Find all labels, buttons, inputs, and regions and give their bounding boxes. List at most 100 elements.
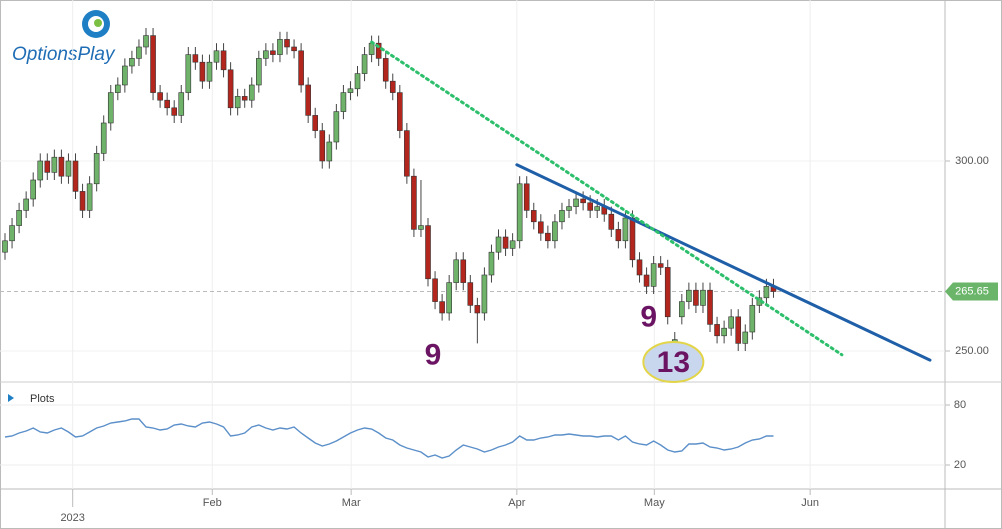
candle-body: [509, 240, 516, 249]
candle-body: [298, 50, 304, 86]
candle-body: [79, 191, 86, 211]
candle-body: [51, 156, 58, 173]
candle-body: [354, 73, 361, 90]
candle-body: [256, 58, 262, 86]
candle-body: [488, 251, 495, 276]
candle-body: [481, 274, 488, 314]
candle-body: [643, 274, 650, 287]
candle-body: [587, 202, 593, 211]
candle-body: [65, 160, 72, 177]
panel-label: Plots: [30, 393, 55, 405]
annotation-circle: [642, 341, 705, 384]
candle-body: [340, 92, 347, 112]
candle-body: [418, 225, 424, 230]
last-price-label: 265.65: [955, 285, 989, 297]
candle-body: [368, 42, 375, 55]
candle-body: [44, 160, 51, 173]
logo-text: OptionsPlay: [12, 44, 116, 65]
y-tick-label: 250.00: [955, 345, 989, 357]
candle-body: [122, 65, 128, 86]
y-tick-label: 300.00: [955, 155, 989, 167]
candle-body: [404, 130, 410, 177]
candle-body: [150, 35, 156, 93]
candle-body: [516, 183, 523, 242]
candle-body: [615, 229, 622, 242]
candle-body: [86, 183, 93, 211]
x-tick-label: Apr: [508, 497, 525, 509]
candle-body: [742, 331, 749, 344]
candle-body: [93, 153, 100, 185]
candle-body: [227, 69, 234, 109]
candle-body: [700, 289, 706, 306]
candle-body: [749, 305, 756, 333]
candle-body: [397, 92, 403, 131]
candle-body: [347, 88, 354, 93]
candle-body: [143, 35, 149, 48]
candle-body: [650, 263, 657, 287]
candle-body: [72, 160, 79, 192]
last-price-tag: [945, 282, 998, 301]
candle-body: [291, 46, 297, 52]
candle-body: [686, 289, 692, 302]
candle-body: [460, 259, 467, 283]
candle-body: [284, 39, 290, 48]
logo: OptionsPlay: [12, 10, 116, 65]
candle-body: [523, 183, 530, 211]
candle-body: [220, 50, 227, 71]
candle-body: [270, 50, 276, 55]
candle-body: [707, 289, 713, 325]
candle-body: [100, 122, 107, 154]
logo-icon-dot: [94, 19, 102, 27]
candle-body: [206, 61, 213, 82]
candle-body: [432, 278, 438, 302]
candle-body: [107, 92, 114, 124]
trend-line: [370, 40, 844, 357]
candle-body: [714, 324, 720, 337]
plots-toggle[interactable]: [8, 394, 14, 402]
candle-body: [495, 236, 502, 253]
candle-body: [538, 221, 544, 234]
x-tick-label: May: [644, 497, 665, 509]
candle-body: [693, 289, 699, 306]
candle-body: [234, 96, 241, 109]
candle-body: [199, 61, 206, 82]
annotation: 9: [640, 301, 657, 334]
candle-body: [763, 286, 770, 299]
candle-body: [171, 107, 178, 116]
candle-body: [129, 58, 135, 67]
candle-body: [136, 46, 142, 59]
y-tick-label: 20: [954, 459, 966, 471]
candle-body: [333, 111, 340, 143]
candle-body: [474, 305, 481, 314]
candle-body: [37, 160, 44, 181]
candle-body: [389, 80, 396, 93]
candle-body: [164, 99, 170, 109]
candle-body: [312, 115, 319, 131]
candle-body: [213, 50, 220, 63]
candle-body: [608, 213, 615, 230]
candle-body: [157, 92, 163, 101]
candle-body: [241, 96, 248, 101]
candle-body: [23, 198, 29, 211]
candle-body: [566, 206, 572, 211]
x-tick-label: Mar: [342, 497, 361, 509]
candle-body: [721, 327, 727, 337]
candle-body: [502, 236, 509, 249]
candle-body: [559, 210, 565, 223]
candle-body: [319, 130, 326, 162]
candle-body: [453, 259, 460, 283]
candle-body: [326, 141, 333, 162]
annotation: 9: [425, 339, 442, 372]
candle-body: [58, 156, 65, 177]
candle-body: [192, 54, 199, 63]
candle-body: [277, 39, 283, 55]
candle-body: [664, 267, 671, 318]
trend-line: [515, 163, 932, 362]
candle-body: [411, 175, 417, 230]
candle-body: [361, 54, 368, 74]
candle-body: [382, 58, 389, 82]
candle-body: [735, 316, 742, 344]
candle-body: [446, 282, 452, 314]
candle-body: [30, 179, 37, 200]
